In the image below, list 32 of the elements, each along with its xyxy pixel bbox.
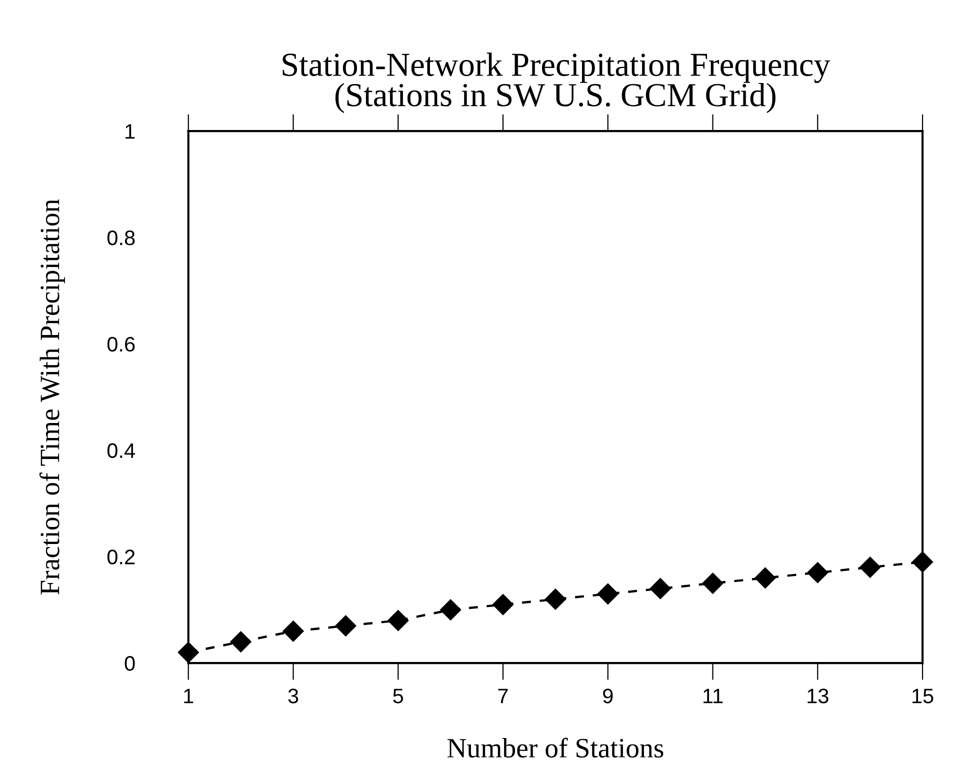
point <box>178 642 199 663</box>
x-tick-label: 11 <box>704 688 723 704</box>
y-tick-label: 0.2 <box>107 550 135 564</box>
x-tick-label: 9 <box>603 688 613 704</box>
y-tick-label: 0.8 <box>107 230 135 246</box>
y-tick-label: 0.6 <box>107 336 135 352</box>
point <box>807 562 828 584</box>
x-tick-label: 7 <box>498 688 508 704</box>
y-tick-label: 1 <box>126 124 135 139</box>
x-tick-label: 13 <box>808 688 828 704</box>
point <box>335 615 356 636</box>
x-axis-title: Number of Stations <box>447 738 664 758</box>
point <box>860 556 881 578</box>
point <box>388 610 409 632</box>
point <box>492 594 514 616</box>
y-tick-label: 0 <box>124 656 135 671</box>
point <box>912 551 934 572</box>
y-axis-title: Fraction of Time With Precipitation <box>39 199 65 595</box>
x-tick-label: 5 <box>393 688 404 704</box>
y-tick-label: 0.4 <box>107 443 135 458</box>
point <box>440 599 462 620</box>
x-tick-label: 15 <box>912 688 934 704</box>
point <box>754 567 776 588</box>
x-tick-label: 3 <box>288 688 298 704</box>
chart-title: Station-Network Precipitation Frequency (Stations in SW U.S. GCM Grid) <box>282 52 830 114</box>
point <box>650 578 671 600</box>
point <box>230 631 252 652</box>
point <box>544 588 566 610</box>
x-tick-label: 1 <box>184 688 194 704</box>
point <box>702 572 724 594</box>
point <box>282 620 304 642</box>
point <box>597 583 618 604</box>
